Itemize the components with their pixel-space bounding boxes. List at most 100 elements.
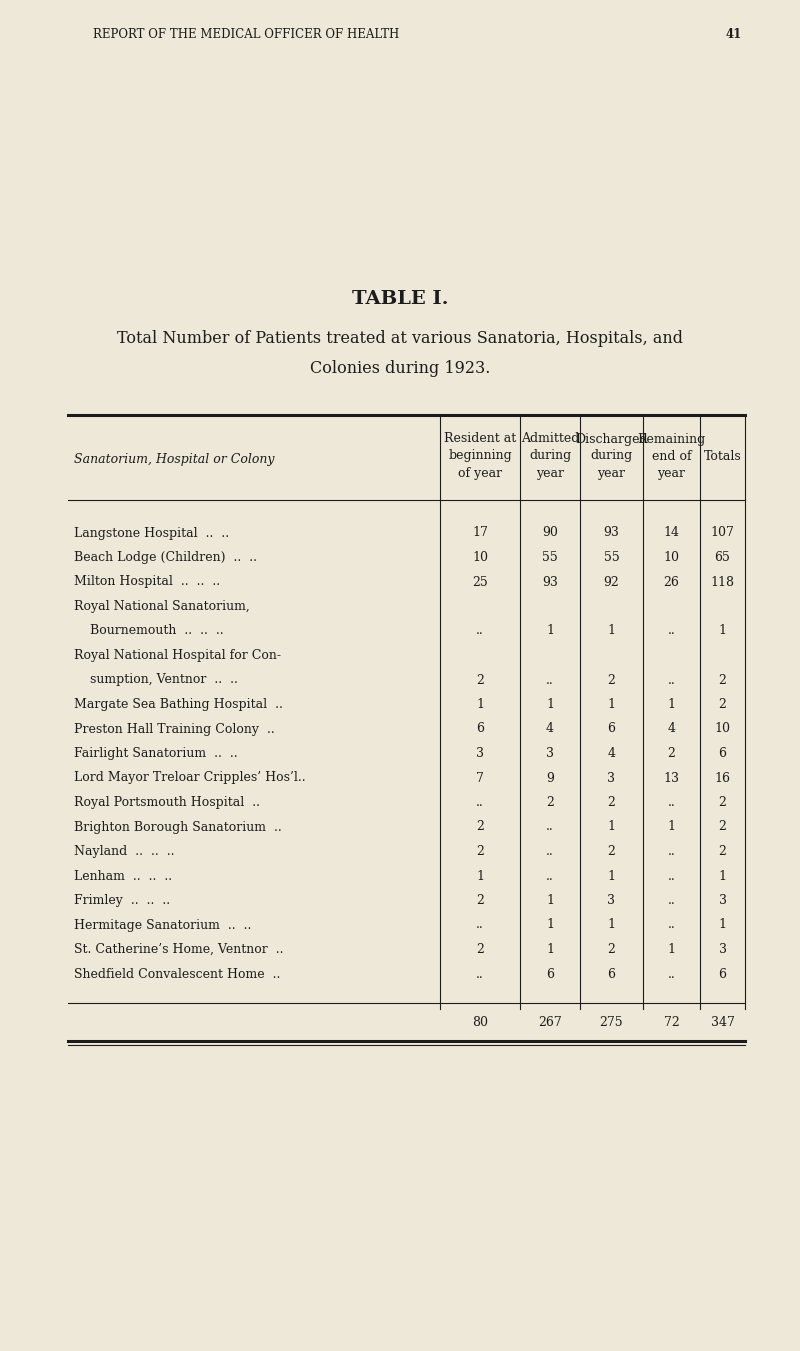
Text: 6: 6 [607,967,615,981]
Text: TABLE I.: TABLE I. [352,290,448,308]
Text: 13: 13 [663,771,679,785]
Text: St. Catherine’s Home, Ventnor  ..: St. Catherine’s Home, Ventnor .. [74,943,283,957]
Text: 1: 1 [476,870,484,882]
Text: 4: 4 [546,723,554,735]
Text: 90: 90 [542,527,558,539]
Text: 1: 1 [607,919,615,931]
Text: 107: 107 [710,527,734,539]
Text: 347: 347 [710,1016,734,1029]
Text: 9: 9 [546,771,554,785]
Text: Admitted
during
year: Admitted during year [521,432,579,480]
Text: Langstone Hospital  ..  ..: Langstone Hospital .. .. [74,527,229,539]
Text: ..: .. [476,919,484,931]
Text: 3: 3 [476,747,484,761]
Text: 2: 2 [476,943,484,957]
Text: Hermitage Sanatorium  ..  ..: Hermitage Sanatorium .. .. [74,919,251,931]
Text: ..: .. [668,796,675,809]
Text: 2: 2 [546,796,554,809]
Text: Discharged
during
year: Discharged during year [575,432,648,480]
Text: 2: 2 [607,943,615,957]
Text: 1: 1 [546,894,554,907]
Text: 1: 1 [718,870,726,882]
Text: 2: 2 [476,820,484,834]
Text: 1: 1 [607,624,615,638]
Text: 1: 1 [718,624,726,638]
Text: Nayland  ..  ..  ..: Nayland .. .. .. [74,844,174,858]
Text: ..: .. [668,919,675,931]
Text: Milton Hospital  ..  ..  ..: Milton Hospital .. .. .. [74,576,220,589]
Text: 3: 3 [546,747,554,761]
Text: 2: 2 [476,674,484,686]
Text: Fairlight Sanatorium  ..  ..: Fairlight Sanatorium .. .. [74,747,238,761]
Text: Resident at
beginning
of year: Resident at beginning of year [444,432,516,480]
Text: 93: 93 [603,527,619,539]
Text: Sanatorium, Hospital or Colony: Sanatorium, Hospital or Colony [74,454,274,466]
Text: ..: .. [476,967,484,981]
Text: 65: 65 [714,551,730,563]
Text: Royal National Hospital for Con-: Royal National Hospital for Con- [74,648,281,662]
Text: 1: 1 [667,698,675,711]
Text: Lord Mayor Treloar Cripples’ Hos’l..: Lord Mayor Treloar Cripples’ Hos’l.. [74,771,306,785]
Text: 1: 1 [546,943,554,957]
Text: 72: 72 [664,1016,679,1029]
Text: 7: 7 [476,771,484,785]
Text: 1: 1 [476,698,484,711]
Text: 2: 2 [607,674,615,686]
Text: 6: 6 [718,747,726,761]
Text: 6: 6 [718,967,726,981]
Text: 55: 55 [604,551,619,563]
Text: 41: 41 [726,28,742,41]
Text: 3: 3 [607,894,615,907]
Text: 1: 1 [607,820,615,834]
Text: 267: 267 [538,1016,562,1029]
Text: Preston Hall Training Colony  ..: Preston Hall Training Colony .. [74,723,274,735]
Text: 1: 1 [546,919,554,931]
Text: Royal Portsmouth Hospital  ..: Royal Portsmouth Hospital .. [74,796,260,809]
Text: 4: 4 [607,747,615,761]
Text: Total Number of Patients treated at various Sanatoria, Hospitals, and: Total Number of Patients treated at vari… [117,330,683,347]
Text: 80: 80 [472,1016,488,1029]
Text: 2: 2 [718,674,726,686]
Text: ..: .. [546,820,554,834]
Text: Brighton Borough Sanatorium  ..: Brighton Borough Sanatorium .. [74,820,282,834]
Text: 10: 10 [714,723,730,735]
Text: 6: 6 [607,723,615,735]
Text: ..: .. [546,844,554,858]
Text: Margate Sea Bathing Hospital  ..: Margate Sea Bathing Hospital .. [74,698,283,711]
Text: 14: 14 [663,527,679,539]
Text: ..: .. [668,844,675,858]
Text: ..: .. [546,674,554,686]
Text: 10: 10 [472,551,488,563]
Text: 275: 275 [600,1016,623,1029]
Text: 1: 1 [667,820,675,834]
Text: 2: 2 [607,796,615,809]
Text: 10: 10 [663,551,679,563]
Text: 2: 2 [718,796,726,809]
Text: ..: .. [476,796,484,809]
Text: ..: .. [668,870,675,882]
Text: 2: 2 [667,747,675,761]
Text: 17: 17 [472,527,488,539]
Text: 25: 25 [472,576,488,589]
Text: 2: 2 [718,698,726,711]
Text: REPORT OF THE MEDICAL OFFICER OF HEALTH: REPORT OF THE MEDICAL OFFICER OF HEALTH [93,28,399,41]
Text: 6: 6 [476,723,484,735]
Text: 3: 3 [718,943,726,957]
Text: 1: 1 [546,624,554,638]
Text: Frimley  ..  ..  ..: Frimley .. .. .. [74,894,170,907]
Text: Colonies during 1923.: Colonies during 1923. [310,359,490,377]
Text: 92: 92 [604,576,619,589]
Text: 26: 26 [663,576,679,589]
Text: 2: 2 [476,844,484,858]
Text: Remaining
end of
year: Remaining end of year [638,432,706,480]
Text: Beach Lodge (Children)  ..  ..: Beach Lodge (Children) .. .. [74,551,257,563]
Text: sumption, Ventnor  ..  ..: sumption, Ventnor .. .. [74,674,238,686]
Text: 93: 93 [542,576,558,589]
Text: 3: 3 [607,771,615,785]
Text: Royal National Sanatorium,: Royal National Sanatorium, [74,600,250,613]
Text: Totals: Totals [704,450,742,462]
Text: 2: 2 [718,844,726,858]
Text: 4: 4 [667,723,675,735]
Text: ..: .. [668,967,675,981]
Text: Shedfield Convalescent Home  ..: Shedfield Convalescent Home .. [74,967,280,981]
